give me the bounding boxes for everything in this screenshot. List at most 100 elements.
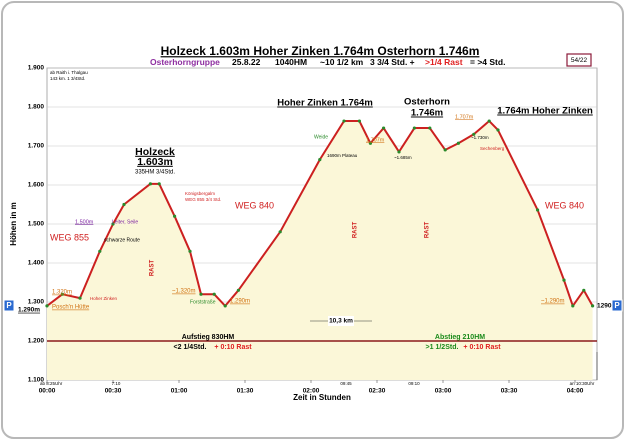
- x-tick-label: 00:00: [39, 388, 56, 395]
- annotation: 1690m Plateau: [327, 153, 358, 158]
- annotation: >1 1/2Std.: [426, 344, 459, 351]
- annotation: 7:10: [112, 381, 121, 386]
- annotation: 1290: [597, 303, 612, 310]
- annotation: Forststraße: [190, 299, 216, 305]
- annotation: RAST: [150, 260, 156, 277]
- annotation: 1.320m: [52, 290, 72, 296]
- waypoint: [487, 119, 491, 123]
- y-tick-label: 1.400: [28, 260, 45, 267]
- annotation: P: [614, 301, 620, 310]
- annotation: 1.500m: [75, 219, 94, 225]
- waypoint: [148, 182, 152, 186]
- x-tick-label: 00:30: [105, 388, 122, 395]
- annotation: Holzeck: [135, 146, 175, 158]
- x-tick-label: 02:30: [369, 388, 386, 395]
- waypoint: [78, 296, 82, 300]
- waypoint: [412, 126, 416, 130]
- y-tick-label: 1.100: [28, 377, 45, 384]
- waypoint: [45, 304, 49, 308]
- annotation: <2 1/4Std.: [174, 344, 207, 351]
- waypoint: [562, 278, 566, 282]
- annotation: 1.290m: [230, 299, 250, 305]
- annotation: Posch'n Hütte: [52, 305, 90, 311]
- waypoint: [342, 119, 346, 123]
- y-tick-label: 1.500: [28, 221, 45, 228]
- waypoint: [122, 202, 126, 207]
- y-tick-label: 1.300: [28, 299, 45, 306]
- waypoint: [582, 288, 586, 292]
- page-code-box: [566, 53, 592, 67]
- annotation: ~1.290m: [541, 299, 565, 305]
- waypoint: [496, 128, 500, 132]
- annotation: Königsbergalm: [185, 191, 215, 196]
- y-tick-label: 1.800: [28, 104, 45, 111]
- waypoint: [456, 141, 460, 145]
- area: [47, 121, 593, 380]
- annotation: 09:45: [340, 381, 352, 386]
- x-tick-label: 01:30: [237, 388, 254, 395]
- waypoint: [571, 304, 575, 308]
- annotation: schwarze Route: [104, 237, 140, 243]
- waypoint: [212, 292, 216, 296]
- waypoint: [382, 126, 386, 130]
- x-axis-label: Zeit in Stunden: [293, 393, 351, 402]
- waypoint: [60, 292, 64, 296]
- waypoint: [472, 132, 476, 136]
- x-tick-label: 01:00: [171, 388, 188, 395]
- annotation: RAST: [353, 222, 359, 239]
- waypoint: [357, 119, 361, 123]
- waypoint: [278, 230, 282, 234]
- y-tick-label: 1.200: [28, 338, 45, 345]
- annotation: ~1.685m: [394, 155, 412, 160]
- x-tick-label: 02:00: [303, 388, 320, 395]
- annotation: 1.603m: [137, 156, 173, 168]
- annotation: RAST: [425, 222, 431, 239]
- subtitle-part: 3 3/4 Std. +: [370, 57, 415, 67]
- subtitle-part: 1040HM: [275, 57, 307, 67]
- annotation: Hoher Zinken: [90, 296, 118, 301]
- annotation: Hoher Zinken 1.764m: [277, 98, 373, 109]
- annotation: 1.707m: [366, 137, 385, 143]
- annotation: 1.707m: [455, 114, 474, 120]
- annotation: WEG 855: [50, 232, 89, 242]
- waypoint: [199, 292, 203, 296]
- annotation: ab 8:25Uhr: [40, 381, 63, 386]
- annotation: 10,3 km: [329, 318, 353, 325]
- waypoint: [236, 288, 240, 292]
- y-tick-label: 1.700: [28, 143, 45, 150]
- subtitle-part: Osterhorngruppe: [150, 57, 220, 67]
- waypoint: [368, 141, 372, 145]
- waypoint: [397, 150, 401, 154]
- waypoint: [98, 249, 102, 253]
- parking-icon: [611, 299, 623, 312]
- annotation: Weide: [314, 134, 328, 140]
- x-tick-label: 03:00: [435, 388, 452, 395]
- x-tick-label: 04:00: [567, 388, 584, 395]
- y-axis-label: Höhen in m: [9, 202, 18, 246]
- waypoint: [428, 126, 432, 130]
- annotations: ab Raith i. Thalgau 143 km. 1 3/4Std. Ho…: [3, 70, 623, 386]
- annotation: WEG 840: [545, 200, 584, 210]
- annotation: Aufstieg 830HM: [182, 334, 235, 341]
- annotation: an 10:30Uhr: [570, 381, 595, 386]
- annotation: ~1.730m: [471, 135, 489, 140]
- annotation: 335HM 3/4Std.: [135, 170, 175, 176]
- annotation: WEG 855 3/4 Std.: [185, 197, 221, 202]
- waypoint: [111, 222, 115, 226]
- layer: 101520520102520105151010151545: [45, 67, 598, 383]
- waypoint: [318, 158, 322, 162]
- annotation: 1.290m: [18, 307, 40, 314]
- subtitle-part: 25.8.22: [232, 57, 261, 67]
- subtitle-part: >1/4 Rast: [425, 57, 463, 67]
- waypoint: [223, 304, 227, 308]
- annotation: WEG 840: [235, 200, 274, 210]
- waypoint: [536, 208, 540, 212]
- subtitle: Osterhorngruppe 25.8.22 1040HM ~10 1/2 k…: [150, 57, 505, 67]
- page-code: 54/22: [571, 57, 588, 64]
- parking-icon: [3, 299, 15, 312]
- annotation: 143 km. 1 3/4Std.: [50, 76, 85, 81]
- waypoint: [188, 249, 192, 253]
- annotation: ~1.320m: [172, 289, 196, 295]
- waypoint: [173, 214, 177, 218]
